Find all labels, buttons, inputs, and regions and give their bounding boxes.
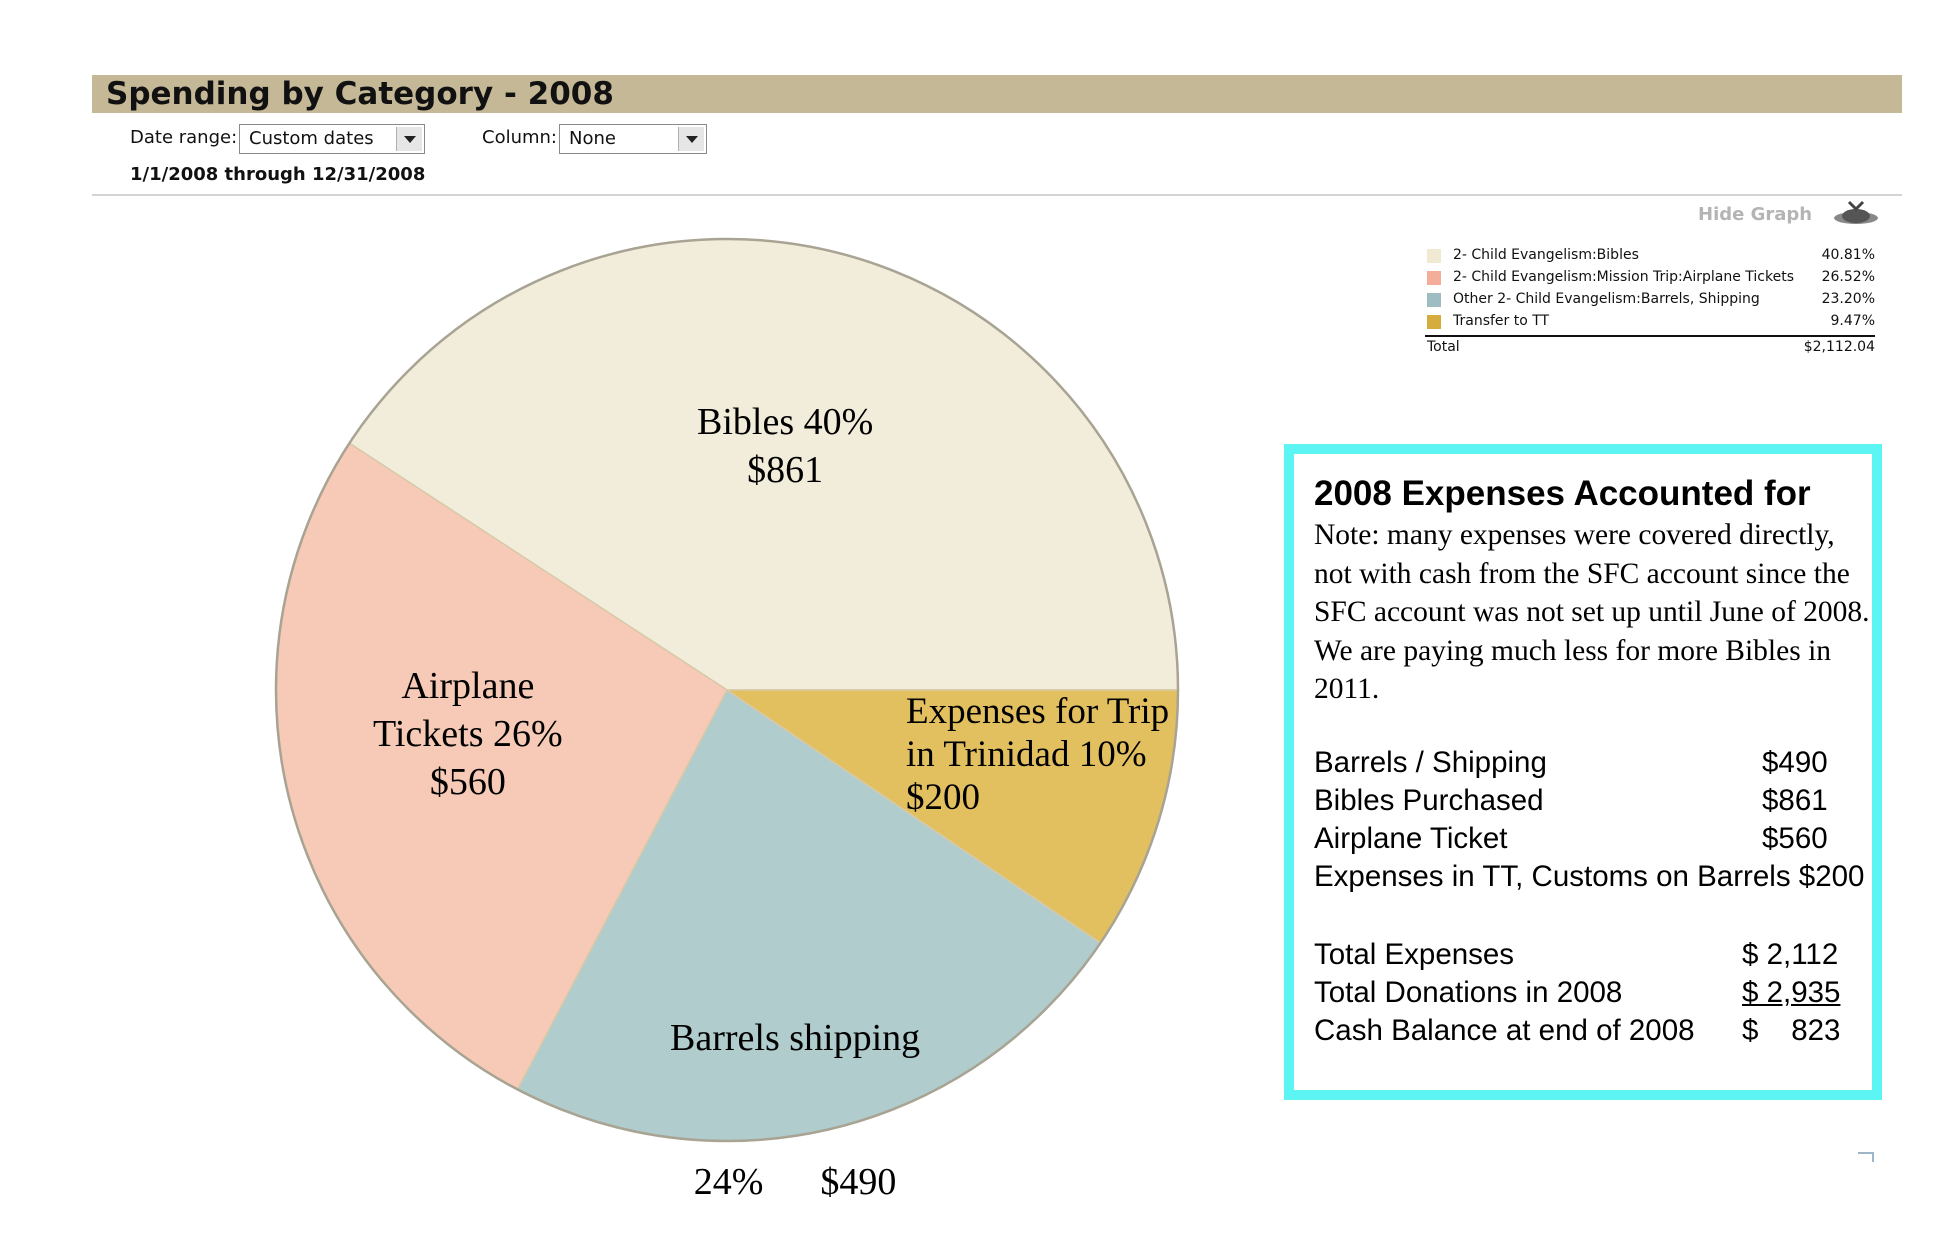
- date-range-label: Date range:: [130, 127, 238, 148]
- legend-swatch: [1427, 293, 1441, 307]
- legend-total: Total $2,112.04: [1425, 337, 1875, 359]
- legend-total-value: $2,112.04: [1803, 339, 1875, 355]
- column-value: None: [569, 128, 616, 149]
- expense-label: Bibles Purchased: [1314, 784, 1544, 817]
- hide-graph-link[interactable]: Hide Graph: [1698, 204, 1813, 225]
- slice-label-line: $200: [906, 777, 980, 818]
- slice-label-line: Tickets 26%: [373, 713, 563, 755]
- legend-item: 2- Child Evangelism:Bibles 40.81%: [1425, 245, 1875, 267]
- legend-percent: 40.81%: [1821, 247, 1875, 263]
- slice-label-airplane: Airplane Tickets 26% $560: [373, 662, 563, 806]
- expense-amount: $560: [1762, 822, 1828, 855]
- total-row: Total Donations in 2008 $ 2,935: [1314, 974, 1854, 1012]
- slice-label-line: Barrels shipping: [670, 1017, 921, 1059]
- expense-amount: $200: [1798, 860, 1865, 893]
- slice-label-line: in Trinidad 10%: [906, 734, 1147, 775]
- expense-label: Barrels / Shipping: [1314, 746, 1547, 779]
- column-label: Column:: [482, 127, 557, 148]
- legend-label: Other 2- Child Evangelism:Barrels, Shipp…: [1453, 291, 1760, 307]
- expense-row: Expenses in TT, Customs on Barrels $200: [1314, 858, 1864, 896]
- legend-label: Transfer to TT: [1453, 313, 1550, 329]
- expense-row: Barrels / Shipping $490: [1314, 744, 1854, 782]
- expense-amount: $861: [1762, 784, 1828, 817]
- date-range-text: 1/1/2008 through 12/31/2008: [130, 164, 426, 185]
- legend-percent: 9.47%: [1830, 313, 1875, 329]
- total-amount: $ 823: [1742, 1014, 1841, 1047]
- slice-label-line: $560: [429, 761, 506, 803]
- chart-legend: 2- Child Evangelism:Bibles 40.81% 2- Chi…: [1425, 245, 1875, 359]
- report-title-bar: Spending by Category - 2008: [92, 75, 1902, 113]
- panel-title: 2008 Expenses Accounted for: [1314, 474, 1811, 513]
- chevron-down-icon[interactable]: [678, 127, 704, 151]
- legend-total-rule: [1425, 335, 1875, 337]
- legend-swatch: [1427, 315, 1441, 329]
- slice-label-line: Expenses for Trip: [906, 691, 1170, 732]
- column-select[interactable]: None: [559, 124, 707, 154]
- slice-label-line: Bibles 40%: [697, 401, 874, 443]
- total-amount: $ 2,112: [1742, 938, 1839, 971]
- divider: [92, 194, 1902, 196]
- expense-row: Airplane Ticket $560: [1314, 820, 1854, 858]
- chevron-down-icon[interactable]: [396, 127, 422, 151]
- slice-label-barrels: Barrels shipping 24% $490: [670, 918, 920, 1254]
- legend-label: 2- Child Evangelism:Bibles: [1453, 247, 1639, 263]
- hide-graph-icon[interactable]: [1830, 198, 1882, 232]
- expense-label: Airplane Ticket: [1314, 822, 1508, 855]
- expense-label: Expenses in TT, Customs on Barrels: [1314, 860, 1791, 893]
- total-label: Cash Balance at end of 2008: [1314, 1014, 1695, 1047]
- legend-total-label: Total: [1427, 339, 1460, 355]
- slice-label-bibles: Bibles 40% $861: [697, 398, 873, 494]
- legend-label: 2- Child Evangelism:Mission Trip:Airplan…: [1453, 269, 1794, 285]
- legend-item: Other 2- Child Evangelism:Barrels, Shipp…: [1425, 289, 1875, 311]
- total-row: Cash Balance at end of 2008 $ 823: [1314, 1012, 1854, 1050]
- date-range-value: Custom dates: [249, 128, 374, 149]
- report-title: Spending by Category - 2008: [106, 76, 614, 112]
- total-row: Total Expenses $ 2,112: [1314, 936, 1854, 974]
- date-range-select[interactable]: Custom dates: [239, 124, 425, 154]
- slice-label-line: 24% $490: [693, 1161, 897, 1203]
- legend-percent: 26.52%: [1821, 269, 1875, 285]
- legend-item: Transfer to TT 9.47%: [1425, 311, 1875, 333]
- slice-label-trinidad: Expenses for Trip in Trinidad 10% $200: [906, 690, 1169, 819]
- expense-row: Bibles Purchased $861: [1314, 782, 1854, 820]
- slice-label-line: Airplane: [401, 665, 535, 707]
- total-label: Total Expenses: [1314, 938, 1515, 971]
- expense-amount: $490: [1762, 746, 1828, 779]
- total-label: Total Donations in 2008: [1314, 976, 1623, 1009]
- slice-label-line: $861: [747, 449, 824, 491]
- pie-outline: [274, 237, 1180, 1143]
- panel-note: Note: many expenses were covered directl…: [1314, 519, 1870, 705]
- legend-swatch: [1427, 271, 1441, 285]
- total-amount: $ 2,935: [1742, 976, 1841, 1009]
- pie-chart: [274, 237, 1180, 1143]
- legend-swatch: [1427, 249, 1441, 263]
- legend-item: 2- Child Evangelism:Mission Trip:Airplan…: [1425, 267, 1875, 289]
- legend-percent: 23.20%: [1821, 291, 1875, 307]
- expenses-panel: 2008 Expenses Accounted for Note: many e…: [1284, 444, 1882, 1100]
- corner-mark: [1858, 1152, 1874, 1162]
